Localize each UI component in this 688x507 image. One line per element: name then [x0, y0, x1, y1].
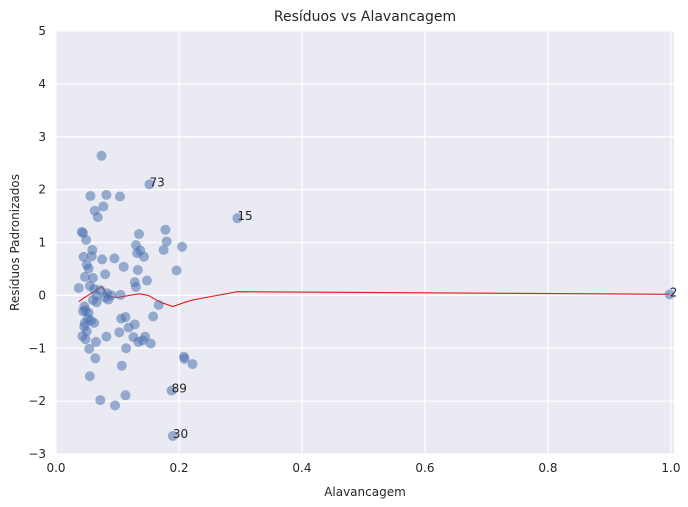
point-annotation: 73 — [149, 175, 164, 189]
data-point — [97, 254, 108, 265]
data-point — [114, 191, 125, 202]
data-point — [100, 292, 111, 303]
data-point — [158, 244, 169, 255]
x-tick-label: 0.6 — [415, 461, 434, 475]
point-annotation: 2 — [670, 285, 678, 299]
data-point — [101, 331, 112, 342]
data-point — [116, 360, 127, 371]
data-point — [78, 251, 89, 262]
data-point — [171, 265, 182, 276]
y-tick-label: 3 — [38, 130, 46, 144]
x-tick-label: 0.4 — [292, 461, 311, 475]
y-tick-label: 5 — [38, 24, 46, 38]
data-point — [87, 272, 98, 283]
y-tick-label: 1 — [38, 236, 46, 250]
x-tick-label: 1.0 — [661, 461, 680, 475]
data-point — [142, 275, 153, 286]
data-point — [187, 359, 198, 370]
data-point — [84, 343, 95, 354]
data-point — [84, 371, 95, 382]
y-tick-label: −2 — [28, 394, 46, 408]
y-tick-label: −1 — [28, 341, 46, 355]
data-point — [179, 353, 190, 364]
data-point — [138, 251, 149, 262]
annotations: 73 15 89 30 2 — [149, 175, 677, 441]
data-point — [161, 236, 172, 247]
y-axis-ticks: −3 −2 −1 0 1 2 3 4 5 — [28, 24, 46, 461]
data-point — [148, 311, 159, 322]
data-point — [137, 335, 148, 346]
data-point — [78, 306, 89, 317]
point-annotation: 30 — [173, 427, 188, 441]
y-tick-label: 2 — [38, 183, 46, 197]
data-point — [115, 289, 126, 300]
data-point — [145, 338, 156, 349]
data-point — [129, 277, 140, 288]
data-point — [83, 263, 94, 274]
data-point — [121, 343, 132, 354]
data-point — [86, 251, 97, 262]
data-point — [166, 385, 177, 396]
data-point — [167, 431, 178, 442]
data-point — [90, 336, 101, 347]
data-point — [118, 261, 129, 272]
y-axis-label: Resíduos Padronizados — [8, 174, 22, 311]
data-point — [232, 213, 243, 224]
x-axis-label: Alavancagem — [324, 485, 406, 499]
data-point — [82, 313, 93, 324]
data-point — [81, 234, 92, 245]
y-tick-label: 0 — [38, 288, 46, 302]
data-point — [177, 241, 188, 252]
chart-title: Resíduos vs Alavancagem — [274, 9, 456, 25]
data-point — [80, 334, 91, 345]
data-point — [100, 269, 111, 280]
x-tick-label: 0.2 — [169, 461, 188, 475]
data-point — [109, 253, 120, 264]
data-point — [95, 395, 106, 406]
data-point — [90, 353, 101, 364]
y-tick-label: −3 — [28, 447, 46, 461]
y-tick-label: 4 — [38, 77, 46, 91]
point-annotation: 89 — [172, 382, 187, 396]
data-point — [114, 327, 125, 338]
x-tick-label: 0.0 — [46, 461, 65, 475]
data-point — [73, 282, 84, 293]
data-point — [153, 299, 164, 310]
data-point — [79, 271, 90, 282]
data-point — [664, 289, 675, 300]
data-point — [110, 400, 121, 411]
data-point — [123, 322, 134, 333]
data-point — [160, 224, 171, 235]
data-point — [98, 201, 109, 212]
data-point — [120, 312, 131, 323]
data-point — [85, 190, 96, 201]
data-point — [101, 189, 112, 200]
data-point — [92, 212, 103, 223]
data-point — [96, 150, 107, 161]
grid-lines — [55, 30, 674, 455]
data-point — [91, 297, 102, 308]
data-point — [132, 264, 143, 275]
points — [73, 150, 675, 442]
data-point — [144, 179, 155, 190]
x-tick-label: 0.8 — [538, 461, 557, 475]
x-axis-ticks: 0.0 0.2 0.4 0.6 0.8 1.0 — [46, 461, 680, 475]
data-point — [134, 229, 145, 240]
point-annotation: 15 — [237, 209, 252, 223]
data-point — [120, 390, 131, 401]
